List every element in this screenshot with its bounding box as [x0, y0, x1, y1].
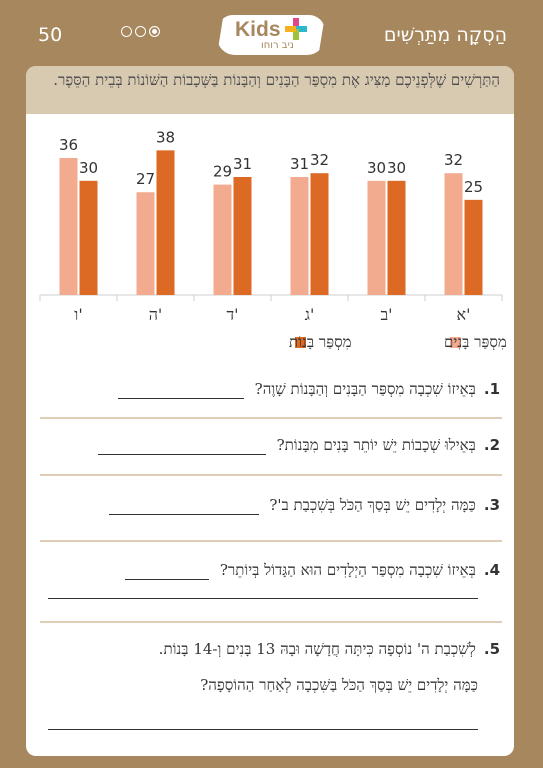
question-3-text: כַּמָּה יְלָדִים יֵשׁ בְּסַךְ הַכֹּל בְּ… [269, 496, 476, 514]
bar-boys [59, 157, 78, 295]
data-label: 25 [464, 178, 483, 196]
page-number: 50 [38, 24, 63, 46]
data-label: 30 [79, 159, 98, 177]
divider [40, 621, 502, 623]
question-1: 1.בְּאֵיזוֹ שִׁכְבָה מִסְפַּר הַבָּנִים … [40, 380, 500, 399]
x-tick-label: ד' [226, 305, 238, 324]
logo-subtitle: ניב רוחו [261, 40, 294, 51]
question-2-text: בְּאֵילוּ שְׁכָבוֹת יֵשׁ יוֹתֵר בָּנִים … [276, 436, 476, 454]
data-label: 30 [387, 159, 406, 177]
header: 50 Kids ניב רוחו הַסְקָה מִתַּרְשִׁים [0, 0, 543, 64]
instruction-banner: הַתַּרְשִׁים שֶׁלְּפְנֵיכֶם מַצִּיג אֶת … [26, 66, 514, 114]
legend-swatch-boys [450, 337, 461, 348]
divider [40, 540, 502, 542]
bar-boys [367, 180, 386, 295]
question-5-text: לְשִׁכְבַת ה' נוֹסְפָה כִּיתָּה חֲדָשָׁה… [158, 640, 476, 658]
progress-dots [121, 26, 160, 37]
data-label: 36 [59, 136, 78, 154]
legend-label-boys: מִסְפַּר בָּנִים [444, 333, 507, 351]
logo-word: Kids [235, 18, 281, 41]
dot-icon [121, 26, 132, 37]
instruction-text: הַתַּרְשִׁים שֶׁלְּפְנֵיכֶם מַצִּיג אֶת … [53, 71, 500, 89]
question-4-text: בְּאֵיזוֹ שִׁכְבָה מִסְפַּר הַיְלָדִים ה… [219, 561, 476, 579]
question-5: 5.לְשִׁכְבַת ה' נוֹסְפָה כִּיתָּה חֲדָשָ… [158, 640, 500, 658]
x-tick-label: ה' [149, 305, 163, 324]
bar-girls [387, 180, 406, 295]
dot-active-icon [149, 26, 160, 37]
legend-swatch-girls [295, 337, 306, 348]
data-label: 27 [136, 170, 155, 188]
answer-line-3[interactable] [108, 514, 259, 515]
bar-boys [290, 177, 309, 295]
bar-boys [213, 184, 232, 295]
data-label: 29 [213, 163, 232, 181]
plus-logo-icon [285, 18, 307, 40]
answer-line-4b[interactable] [48, 598, 478, 599]
divider [40, 474, 502, 476]
x-tick-label: ב' [380, 305, 392, 324]
x-tick-label: א' [456, 305, 470, 324]
dot-icon [135, 26, 146, 37]
answer-line-4a[interactable] [125, 579, 210, 580]
worksheet-card: הַתַּרְשִׁים שֶׁלְּפְנֵיכֶם מַצִּיג אֶת … [26, 66, 514, 756]
data-label: 38 [156, 128, 175, 146]
bar-boys [444, 173, 463, 295]
question-3: 3.כַּמָּה יְלָדִים יֵשׁ בְּסַךְ הַכֹּל ב… [40, 496, 500, 515]
data-label: 31 [233, 155, 252, 173]
page-title: הַסְקָה מִתַּרְשִׁים [383, 24, 507, 46]
question-1-text: בְּאֵיזוֹ שִׁכְבָה מִסְפַּר הַבָּנִים וְ… [254, 380, 476, 398]
data-label: 31 [290, 155, 309, 173]
bar-girls [156, 150, 175, 295]
bar-boys [136, 192, 155, 295]
legend-label-girls: מִסְפַּר בָּנוֹת [289, 333, 352, 351]
question-5-line2: כַּמָּה יְלָדִים יֵשׁ בְּסַךְ הַכֹּל בַּ… [38, 676, 478, 695]
kids-logo: Kids ניב רוחו [217, 15, 325, 55]
data-label: 32 [310, 151, 329, 169]
bar-girls [464, 199, 483, 295]
bar-girls [79, 180, 98, 295]
question-4: 4.בְּאֵיזוֹ שִׁכְבָה מִסְפַּר הַיְלָדִים… [40, 561, 500, 580]
bar-girls [233, 177, 252, 295]
answer-line-1[interactable] [117, 398, 244, 399]
data-label: 30 [367, 159, 386, 177]
question-2: 2.בְּאֵילוּ שְׁכָבוֹת יֵשׁ יוֹתֵר בָּנִי… [40, 436, 500, 455]
x-tick-label: ו' [74, 305, 83, 324]
divider [40, 417, 502, 419]
data-label: 32 [444, 151, 463, 169]
answer-line-2[interactable] [97, 454, 266, 455]
x-tick-label: ג' [305, 305, 315, 324]
bar-girls [310, 173, 329, 295]
answer-line-5[interactable] [48, 729, 478, 730]
question-5-text2: כַּמָּה יְלָדִים יֵשׁ בְּסַךְ הַכֹּל בַּ… [200, 676, 478, 694]
